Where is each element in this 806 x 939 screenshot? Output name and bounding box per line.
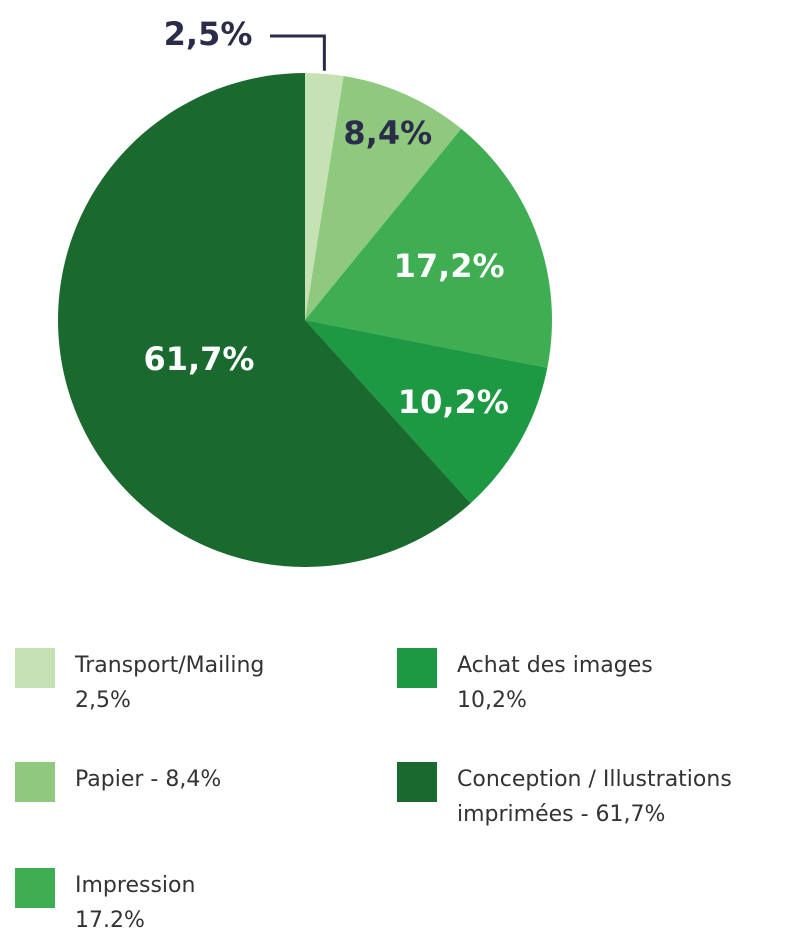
legend-text: Impression bbox=[75, 873, 195, 898]
legend-text: imprimées - 61,7% bbox=[457, 802, 665, 827]
legend-text: Transport/Mailing bbox=[74, 653, 264, 678]
legend-text: Papier - 8,4% bbox=[75, 767, 221, 792]
pie-slice bbox=[305, 76, 462, 320]
legend-text: 2,5% bbox=[75, 688, 131, 713]
legend-swatch bbox=[15, 762, 55, 802]
slice-label: 8,4% bbox=[343, 114, 432, 152]
slice-label: 61,7% bbox=[143, 340, 254, 378]
pie-slice bbox=[305, 128, 552, 368]
legend-text: Conception / Illustrations bbox=[457, 767, 732, 792]
leader-line bbox=[270, 34, 326, 71]
pie-slice bbox=[305, 320, 548, 504]
legend-swatch bbox=[397, 762, 437, 802]
legend-swatch bbox=[15, 648, 55, 688]
slice-label: 2,5% bbox=[164, 15, 253, 53]
pie-slice bbox=[305, 73, 344, 320]
legend-text: Achat des images bbox=[457, 653, 653, 678]
legend-text: 17.2% bbox=[75, 908, 145, 933]
legend-text: 10,2% bbox=[457, 688, 527, 713]
slice-label: 17,2% bbox=[394, 247, 505, 285]
slice-label: 10,2% bbox=[398, 383, 509, 421]
legend-swatch bbox=[397, 648, 437, 688]
pie-slice bbox=[58, 73, 471, 567]
legend-swatch bbox=[15, 868, 55, 908]
